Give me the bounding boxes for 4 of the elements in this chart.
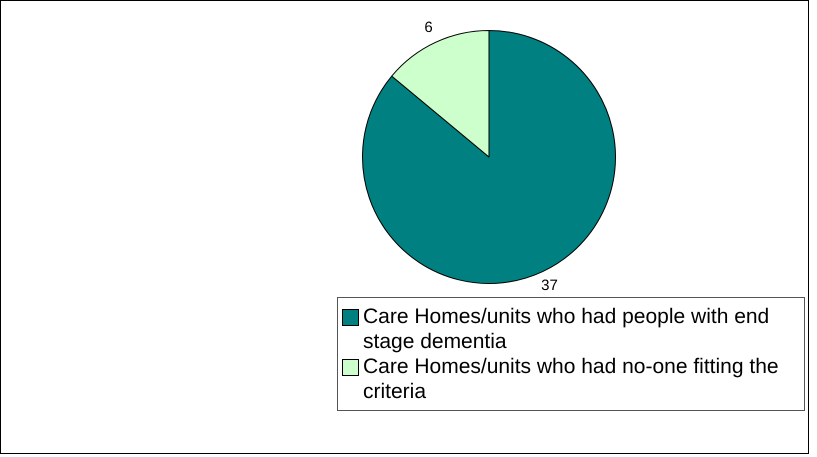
data-label: 6 (424, 19, 433, 36)
legend-label: Care Homes/units who had people with end stage dementia (363, 304, 770, 354)
data-label: 37 (541, 277, 558, 294)
legend-label: Care Homes/units who had no-one fitting the criteria (363, 354, 780, 404)
